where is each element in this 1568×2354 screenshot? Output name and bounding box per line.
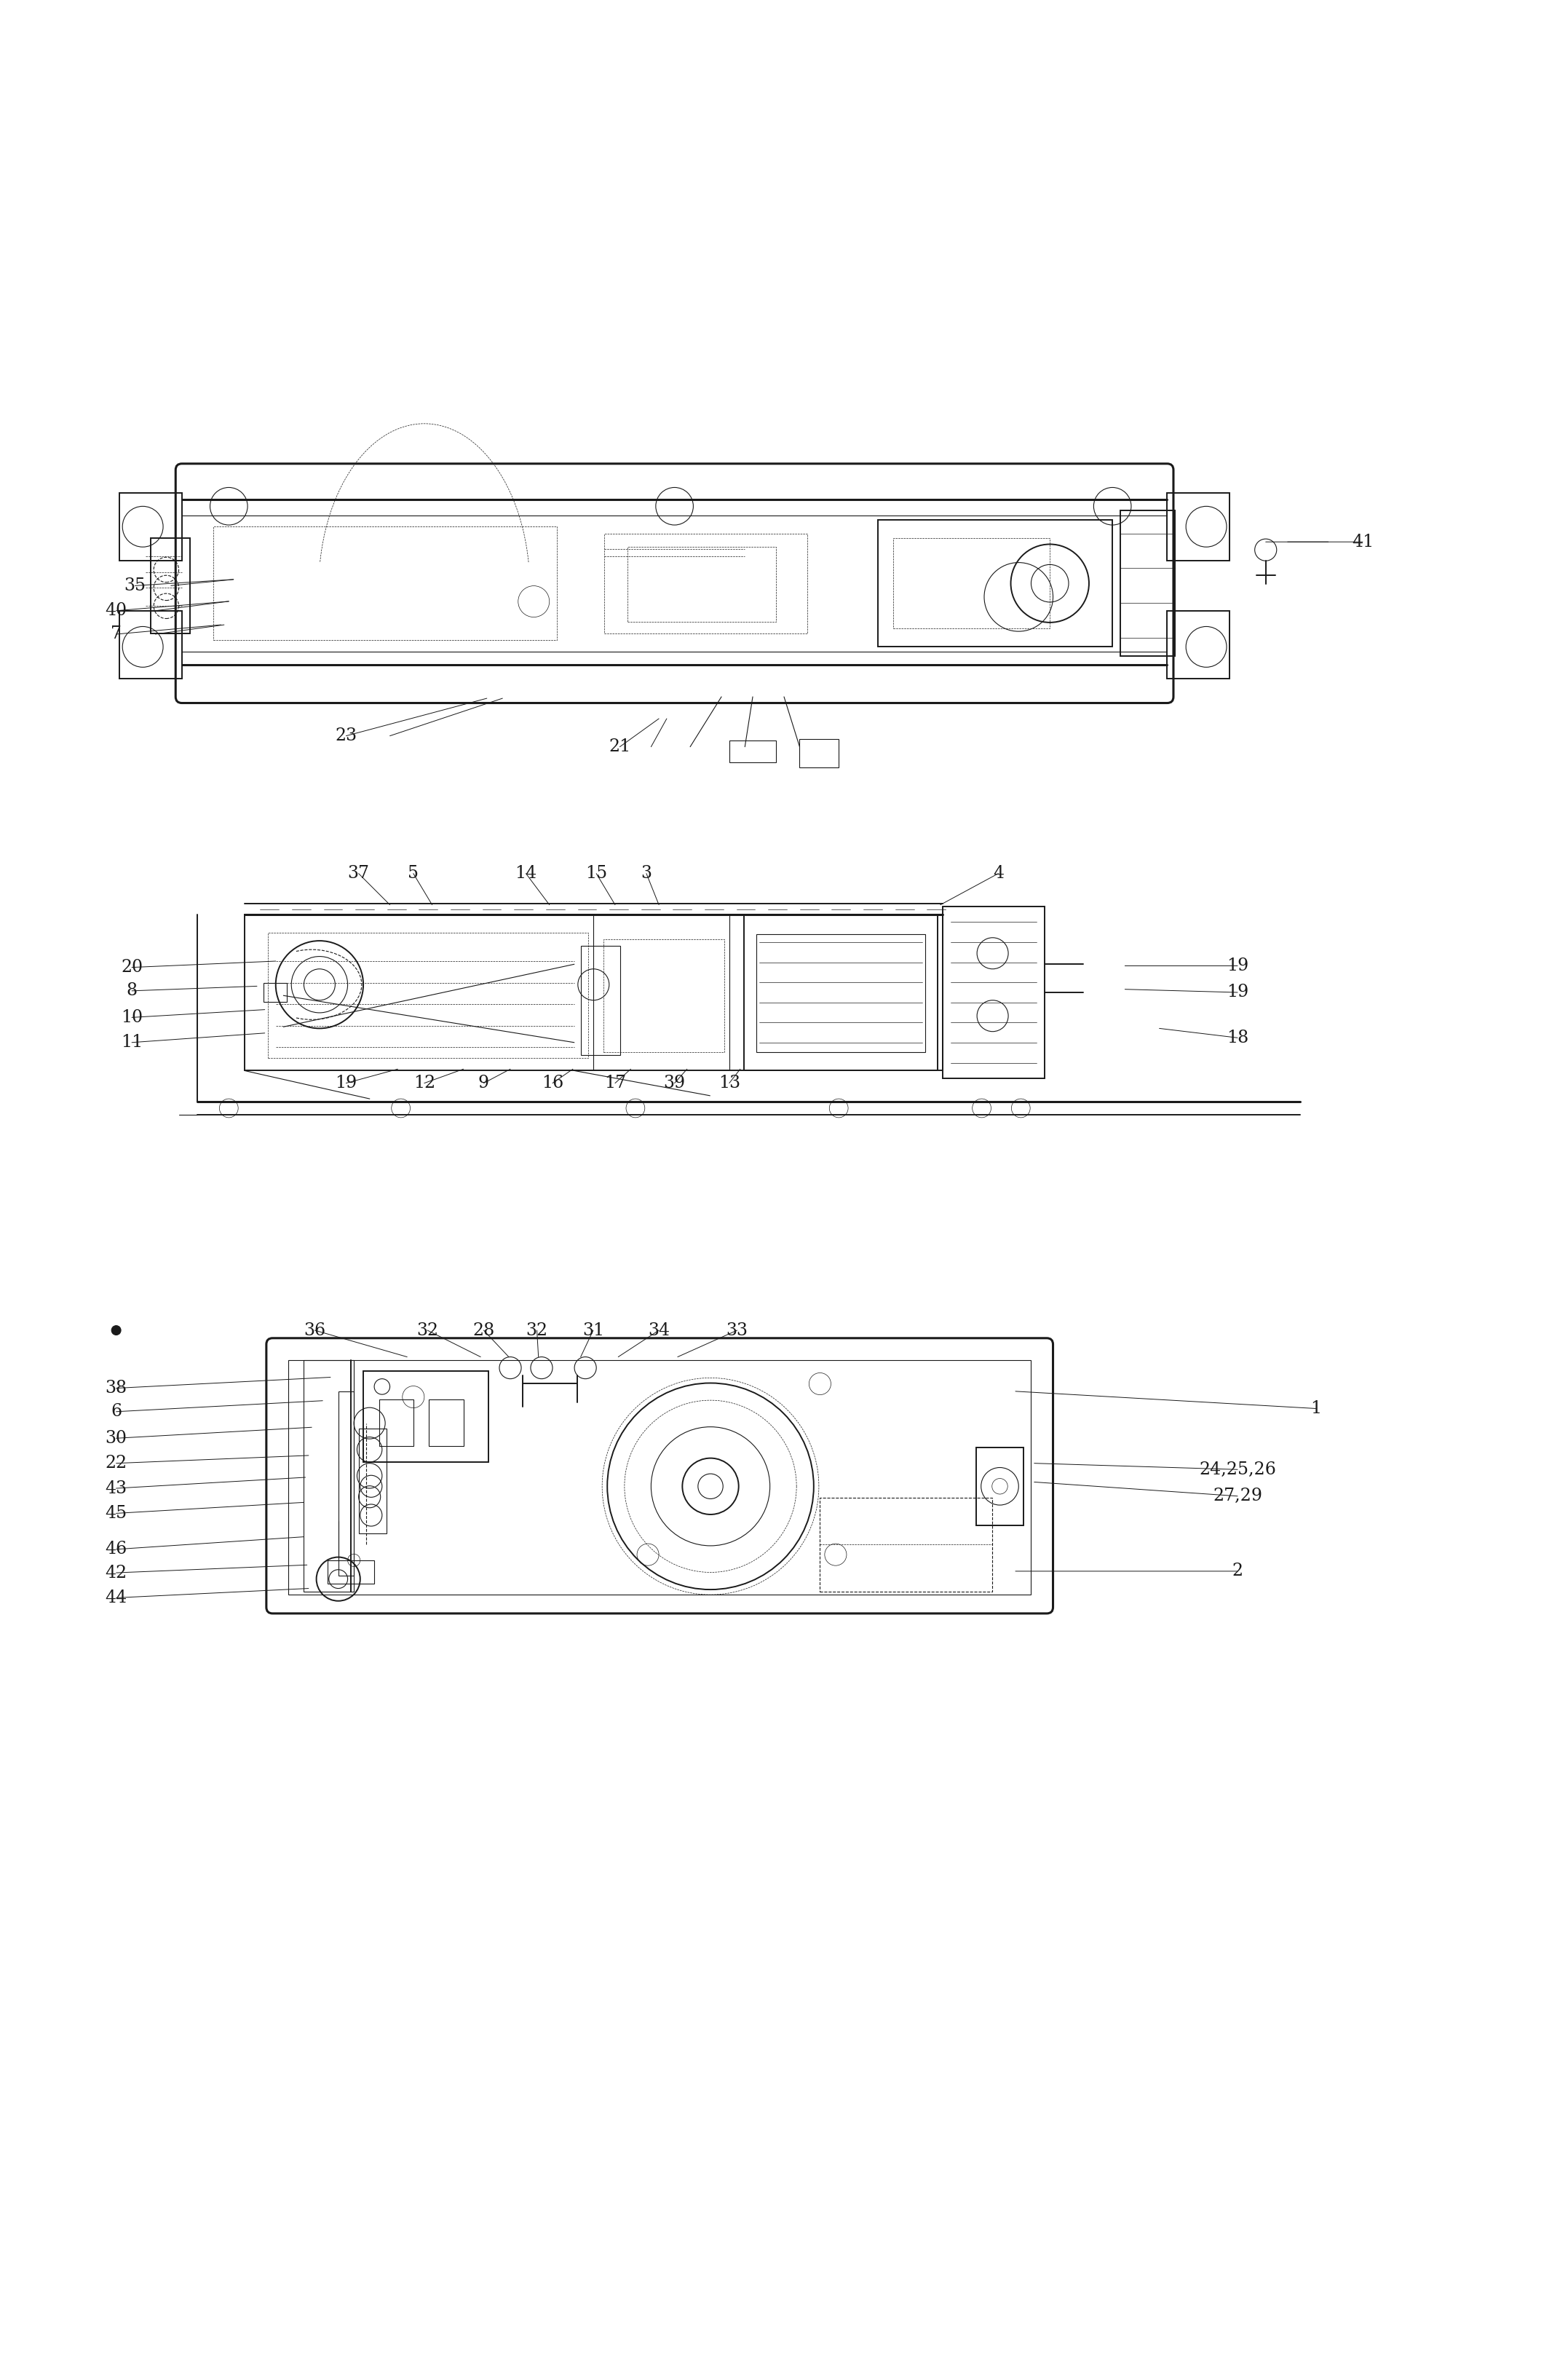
Text: 5: 5 — [408, 866, 419, 883]
Bar — [213, 527, 557, 640]
Text: 24,25,26: 24,25,26 — [1200, 1462, 1276, 1478]
Text: 43: 43 — [105, 1481, 127, 1497]
Bar — [942, 906, 1044, 1078]
Bar — [359, 1429, 387, 1532]
Text: 19: 19 — [1226, 958, 1248, 975]
Text: 12: 12 — [414, 1076, 436, 1092]
Text: 20: 20 — [121, 958, 143, 977]
Text: 46: 46 — [105, 1542, 127, 1558]
Bar — [604, 534, 808, 633]
Bar — [800, 739, 839, 767]
Bar — [268, 932, 588, 1057]
Text: 19: 19 — [1226, 984, 1248, 1000]
Bar — [328, 1561, 375, 1584]
Text: 45: 45 — [105, 1504, 127, 1521]
Text: 38: 38 — [105, 1379, 127, 1396]
Circle shape — [111, 1325, 121, 1335]
Bar — [379, 1398, 414, 1445]
Bar — [627, 546, 776, 621]
Text: 18: 18 — [1226, 1029, 1248, 1045]
Text: 35: 35 — [124, 577, 146, 593]
Text: 15: 15 — [585, 866, 607, 883]
Bar — [756, 935, 925, 1052]
Bar — [119, 492, 182, 560]
Text: 27,29: 27,29 — [1212, 1488, 1262, 1504]
Bar — [743, 913, 938, 1071]
Text: 33: 33 — [726, 1323, 748, 1339]
Text: 44: 44 — [105, 1589, 127, 1605]
Bar — [1167, 492, 1229, 560]
Text: 14: 14 — [514, 866, 536, 883]
Bar — [304, 1361, 354, 1591]
Text: 2: 2 — [1232, 1563, 1243, 1580]
Text: 28: 28 — [472, 1323, 495, 1339]
Text: 34: 34 — [648, 1323, 670, 1339]
Bar — [245, 913, 942, 1071]
Text: 40: 40 — [105, 603, 127, 619]
Bar — [878, 520, 1112, 647]
Text: 1: 1 — [1311, 1401, 1322, 1417]
Bar — [582, 946, 619, 1055]
Bar — [339, 1391, 354, 1575]
Text: 9: 9 — [478, 1076, 489, 1092]
Text: 13: 13 — [718, 1076, 740, 1092]
Bar — [1120, 511, 1174, 657]
Text: 4: 4 — [993, 866, 1004, 883]
Bar — [894, 539, 1051, 629]
Text: 8: 8 — [127, 982, 138, 998]
Text: 39: 39 — [663, 1076, 685, 1092]
Bar — [263, 984, 287, 1003]
Text: 22: 22 — [105, 1455, 127, 1471]
Text: 16: 16 — [541, 1076, 563, 1092]
Bar — [364, 1370, 488, 1462]
Bar — [289, 1361, 1032, 1594]
Bar — [1167, 610, 1229, 678]
Text: 30: 30 — [105, 1429, 127, 1448]
Text: 11: 11 — [121, 1033, 143, 1050]
Text: 42: 42 — [105, 1565, 127, 1582]
Text: 10: 10 — [121, 1010, 143, 1026]
Text: 6: 6 — [111, 1403, 122, 1419]
Text: 32: 32 — [525, 1323, 547, 1339]
Text: 32: 32 — [417, 1323, 439, 1339]
Text: 23: 23 — [336, 727, 358, 744]
Text: 17: 17 — [604, 1076, 626, 1092]
Text: 19: 19 — [336, 1076, 358, 1092]
Text: 41: 41 — [1352, 534, 1374, 551]
Text: 3: 3 — [641, 866, 652, 883]
Text: 7: 7 — [111, 626, 122, 643]
Bar — [151, 539, 190, 633]
Bar — [604, 939, 724, 1052]
Text: 36: 36 — [304, 1323, 326, 1339]
Text: 31: 31 — [582, 1323, 604, 1339]
Text: 37: 37 — [348, 866, 370, 883]
Bar — [430, 1398, 464, 1445]
Text: 21: 21 — [608, 739, 630, 756]
Bar — [820, 1497, 993, 1591]
Bar — [119, 610, 182, 678]
Bar — [977, 1448, 1024, 1525]
Bar — [729, 742, 776, 763]
